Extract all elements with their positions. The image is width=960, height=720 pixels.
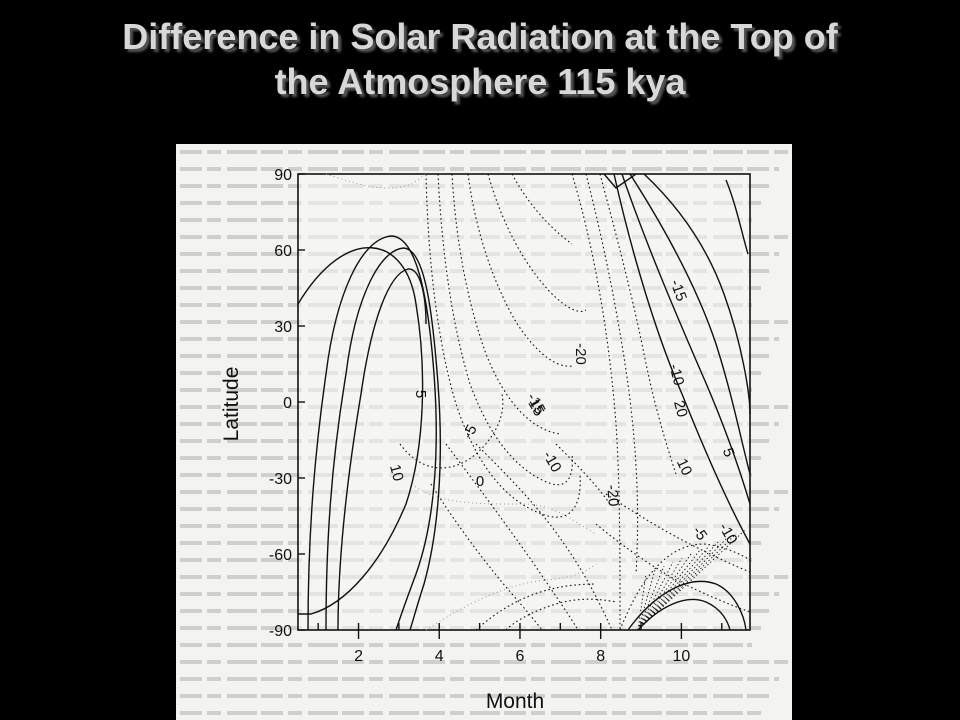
contour-line-positive xyxy=(337,268,427,631)
contour-line-negative xyxy=(475,583,597,631)
contour-label: -20 xyxy=(603,484,622,507)
y-tick-label: -90 xyxy=(269,623,292,640)
contour-line-converging xyxy=(637,537,728,631)
y-tick-label: -30 xyxy=(269,471,292,488)
x-axis-label: Month xyxy=(486,690,544,713)
contour-label: 10 xyxy=(673,456,695,478)
contour-line-positive xyxy=(325,247,442,631)
contour-line-positive xyxy=(643,173,751,415)
y-axis-label: Latitude xyxy=(220,367,243,442)
contour-line-negative xyxy=(595,523,751,613)
contour-line-positive xyxy=(637,598,731,631)
contour-label: 15 xyxy=(524,396,547,419)
x-axis-ticks: 2 4 6 8 10 xyxy=(317,623,723,665)
contour-line-converging xyxy=(637,549,701,631)
contour-line-positive xyxy=(613,173,751,545)
contour-label: -15 xyxy=(667,277,690,303)
contour-label: 5 xyxy=(412,390,429,398)
contour-line-negative xyxy=(467,173,573,367)
contour-label: -10 xyxy=(665,362,687,387)
x-tick-label: 2 xyxy=(354,648,363,665)
slide-title-line-2: the Atmosphere 115 kya xyxy=(274,61,686,102)
contour-line-positive xyxy=(307,235,437,631)
y-tick-label: -60 xyxy=(269,547,292,564)
x-tick-label: 4 xyxy=(435,648,444,665)
slide-title: Difference in Solar Radiation at the Top… xyxy=(0,14,960,104)
contour-line-converging xyxy=(637,545,710,631)
contour-line-converging xyxy=(637,569,656,631)
slide-title-line-1: Difference in Solar Radiation at the Top… xyxy=(122,16,838,57)
contour-line-converging xyxy=(637,557,683,631)
contour-line-negative xyxy=(585,173,639,575)
contour-line-positive xyxy=(627,580,747,631)
contour-line-negative xyxy=(399,393,504,469)
x-tick-label: 10 xyxy=(672,648,690,665)
contour-line-converging xyxy=(637,553,692,631)
contour-line-negative xyxy=(425,173,581,518)
y-tick-label: 30 xyxy=(274,319,292,336)
contour-line-negative xyxy=(487,173,587,312)
contour-line-negative xyxy=(437,173,573,486)
contour-line-negative xyxy=(430,483,543,631)
contour-label: 0 xyxy=(476,473,484,490)
contour-label: -20 xyxy=(572,343,589,365)
contour-line-zero xyxy=(325,173,597,631)
contour-label: 20 xyxy=(670,399,691,420)
x-tick-label: 6 xyxy=(516,648,525,665)
contour-line-converging xyxy=(637,565,665,631)
contour-line-positive xyxy=(603,173,637,189)
y-tick-label: 60 xyxy=(274,243,292,260)
contour-line-positive xyxy=(621,173,751,505)
y-axis-ticks: 90 60 30 0 -30 -60 -90 xyxy=(269,167,305,640)
contour-chart-scan: 90 60 30 0 -30 -60 -90 2 4 6 8 10 5 10 -5 0 -20 -15 -10-… xyxy=(176,144,792,720)
contour-lines xyxy=(297,173,751,631)
x-tick-label: 8 xyxy=(596,648,605,665)
contour-line-converging xyxy=(637,529,746,631)
contour-line-converging xyxy=(637,533,737,631)
y-tick-label: 0 xyxy=(283,395,292,412)
contour-label: 10 xyxy=(386,463,407,484)
contour-line-positive xyxy=(725,179,749,255)
contour-line-converging xyxy=(637,561,674,631)
contour-line-positive xyxy=(629,173,751,475)
contour-line-negative xyxy=(605,493,751,573)
contour-line-negative xyxy=(599,173,677,475)
contour-line-converging xyxy=(637,541,719,631)
contour-line-negative xyxy=(505,598,617,631)
contour-line-negative xyxy=(445,443,579,631)
contour-line-negative xyxy=(511,173,573,245)
y-tick-label: 90 xyxy=(274,167,292,184)
